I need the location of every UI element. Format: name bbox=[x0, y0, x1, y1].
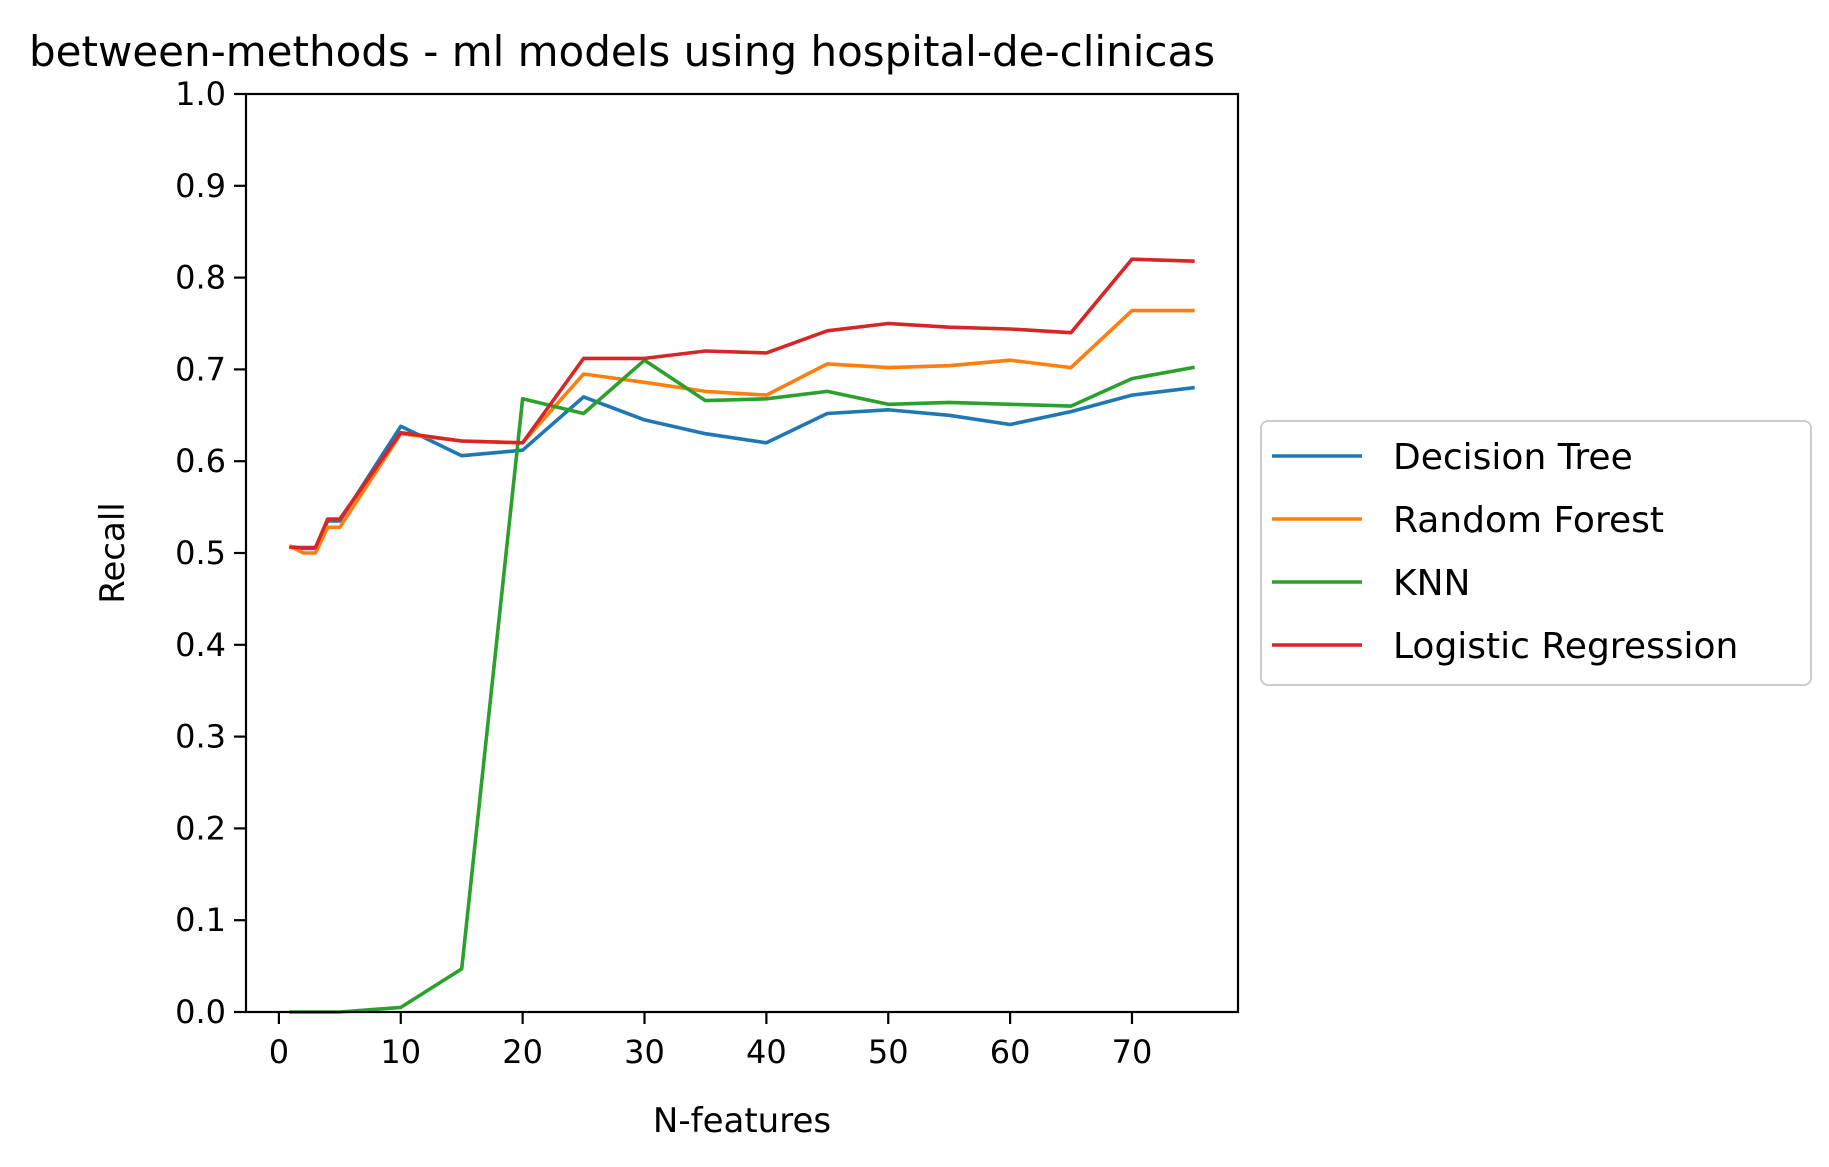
y-tick-label: 0.8 bbox=[175, 259, 226, 297]
x-axis-ticks: 0 10 20 30 40 50 60 70 bbox=[269, 1012, 1153, 1071]
x-tick-label: 70 bbox=[1112, 1033, 1153, 1071]
y-tick-label: 0.7 bbox=[175, 350, 226, 388]
x-axis-label: N-features bbox=[653, 1101, 831, 1141]
y-tick-label: 0.0 bbox=[175, 993, 226, 1031]
x-tick-label: 10 bbox=[380, 1033, 421, 1071]
y-tick-label: 0.1 bbox=[175, 901, 226, 939]
y-axis-label: Recall bbox=[93, 502, 133, 603]
legend-label-knn: KNN bbox=[1393, 563, 1470, 604]
legend-label-decision-tree: Decision Tree bbox=[1393, 437, 1633, 478]
y-tick-label: 0.4 bbox=[175, 626, 226, 664]
chart-title: between-methods - ml models using hospit… bbox=[29, 27, 1215, 76]
legend: Decision Tree Random Forest KNN Logistic Re… bbox=[1260, 420, 1812, 686]
legend-label-random-forest: Random Forest bbox=[1393, 500, 1664, 541]
y-tick-label: 0.9 bbox=[175, 167, 226, 205]
x-tick-label: 60 bbox=[990, 1033, 1031, 1071]
y-tick-label: 0.3 bbox=[175, 718, 226, 756]
series-line-random-forest bbox=[288, 308, 1195, 555]
y-tick-label: 0.6 bbox=[175, 442, 226, 480]
x-tick-label: 20 bbox=[502, 1033, 543, 1071]
legend-label-logistic-regression: Logistic Regression bbox=[1393, 626, 1738, 667]
y-tick-label: 1.0 bbox=[175, 75, 226, 113]
x-tick-label: 40 bbox=[746, 1033, 787, 1071]
x-tick-label: 0 bbox=[269, 1033, 289, 1071]
y-tick-label: 0.2 bbox=[175, 809, 226, 847]
y-axis-ticks: 0.0 0.1 0.2 0.3 0.4 0.5 0.6 0.7 0.8 0.9 1.0 bbox=[175, 75, 246, 1031]
x-tick-label: 50 bbox=[868, 1033, 909, 1071]
y-tick-label: 0.5 bbox=[175, 534, 226, 572]
legend-box bbox=[1260, 420, 1812, 686]
x-tick-label: 30 bbox=[624, 1033, 665, 1071]
series-line-logistic-regression bbox=[289, 257, 1195, 550]
